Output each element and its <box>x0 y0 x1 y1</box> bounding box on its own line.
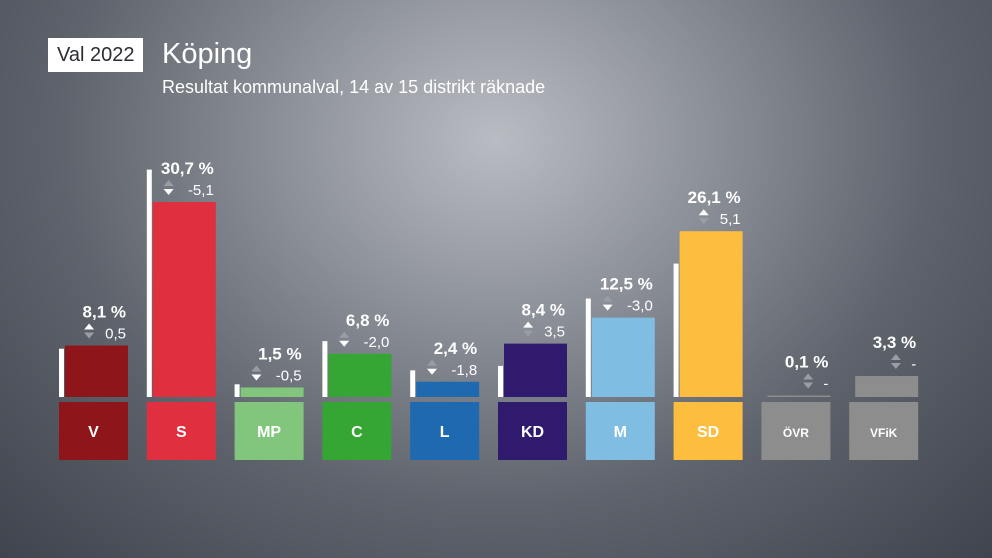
category-box-mp <box>234 402 304 460</box>
category-box-övr <box>761 402 831 460</box>
previous-bar-kd <box>498 365 503 397</box>
change-down-icon-c <box>339 340 350 347</box>
change-up-icon-övr <box>803 373 814 380</box>
previous-bar-s <box>146 169 152 397</box>
value-label-v: 8,1 % <box>83 303 126 322</box>
bar-mp <box>240 387 304 397</box>
change-down-icon-l <box>427 368 437 375</box>
change-up-icon-c <box>339 331 350 338</box>
bar-vfik <box>855 376 919 397</box>
change-label-v: 0,5 <box>105 326 126 343</box>
change-label-l: -1,8 <box>451 362 477 379</box>
category-label-m: M <box>614 424 627 441</box>
category-box-sd <box>673 402 743 460</box>
change-down-icon-sd <box>698 218 709 225</box>
bar-kd <box>504 343 567 397</box>
category-box-s <box>146 402 216 460</box>
change-down-icon-s <box>163 189 174 195</box>
category-label-l: L <box>440 424 450 441</box>
value-label-mp: 1,5 % <box>258 344 301 363</box>
change-label-s: -5,1 <box>188 182 214 199</box>
change-label-mp: -0,5 <box>276 367 302 384</box>
bar-v <box>65 345 128 397</box>
change-up-icon-vfik <box>890 354 901 361</box>
bar-övr <box>767 395 831 397</box>
previous-bar-m <box>585 298 591 397</box>
category-box-kd <box>498 402 567 460</box>
previous-bar-v <box>59 348 64 397</box>
category-label-övr: ÖVR <box>783 425 809 440</box>
category-label-c: C <box>351 424 363 441</box>
change-down-icon-mp <box>251 374 262 381</box>
change-up-icon-mp <box>251 365 262 372</box>
change-label-vfik: - <box>911 356 916 373</box>
category-label-vfik: VFiK <box>870 426 898 440</box>
value-label-c: 6,8 % <box>346 311 389 330</box>
previous-bar-mp <box>234 384 240 397</box>
change-down-icon-övr <box>803 382 814 389</box>
value-label-m: 12,5 % <box>600 275 653 294</box>
change-down-icon-vfik <box>890 363 901 370</box>
category-label-sd: SD <box>697 424 719 441</box>
change-down-icon-m <box>602 304 613 311</box>
value-label-vfik: 3,3 % <box>873 333 916 352</box>
change-label-c: -2,0 <box>364 334 390 351</box>
bar-c <box>328 353 392 397</box>
value-label-övr: 0,1 % <box>785 353 828 372</box>
change-up-icon-s <box>163 180 174 186</box>
change-up-icon-kd <box>523 321 534 328</box>
category-label-mp: MP <box>257 424 281 441</box>
value-label-s: 30,7 % <box>161 159 214 178</box>
change-label-övr: - <box>823 376 828 393</box>
page-subtitle: Resultat kommunalval, 14 av 15 distrikt … <box>162 77 546 97</box>
change-up-icon-m <box>602 295 613 302</box>
category-box-m <box>585 402 655 460</box>
category-label-kd: KD <box>521 424 544 441</box>
category-box-l <box>410 402 480 460</box>
change-up-icon-v <box>84 323 95 330</box>
change-down-icon-kd <box>523 330 534 337</box>
previous-bar-sd <box>673 263 679 397</box>
bar-m <box>591 317 655 397</box>
change-label-kd: 3,5 <box>544 324 565 341</box>
bar-sd <box>679 231 743 397</box>
category-label-v: V <box>88 424 99 441</box>
category-label-s: S <box>176 424 187 441</box>
previous-bar-c <box>322 341 328 397</box>
year-badge: Val 2022 <box>48 38 144 72</box>
change-label-m: -3,0 <box>627 298 653 315</box>
value-label-sd: 26,1 % <box>688 188 741 207</box>
change-label-sd: 5,1 <box>720 211 741 228</box>
category-box-v <box>59 402 128 460</box>
value-label-l: 2,4 % <box>434 339 477 358</box>
bar-s <box>152 202 216 397</box>
category-box-vfik <box>849 402 919 460</box>
previous-bar-l <box>410 370 416 397</box>
bar-l <box>416 381 480 397</box>
page-title: Köping <box>162 38 253 70</box>
change-up-icon-sd <box>698 209 709 216</box>
change-down-icon-v <box>84 332 95 339</box>
category-box-c <box>322 402 392 460</box>
change-up-icon-l <box>427 359 437 366</box>
value-label-kd: 8,4 % <box>522 301 565 320</box>
